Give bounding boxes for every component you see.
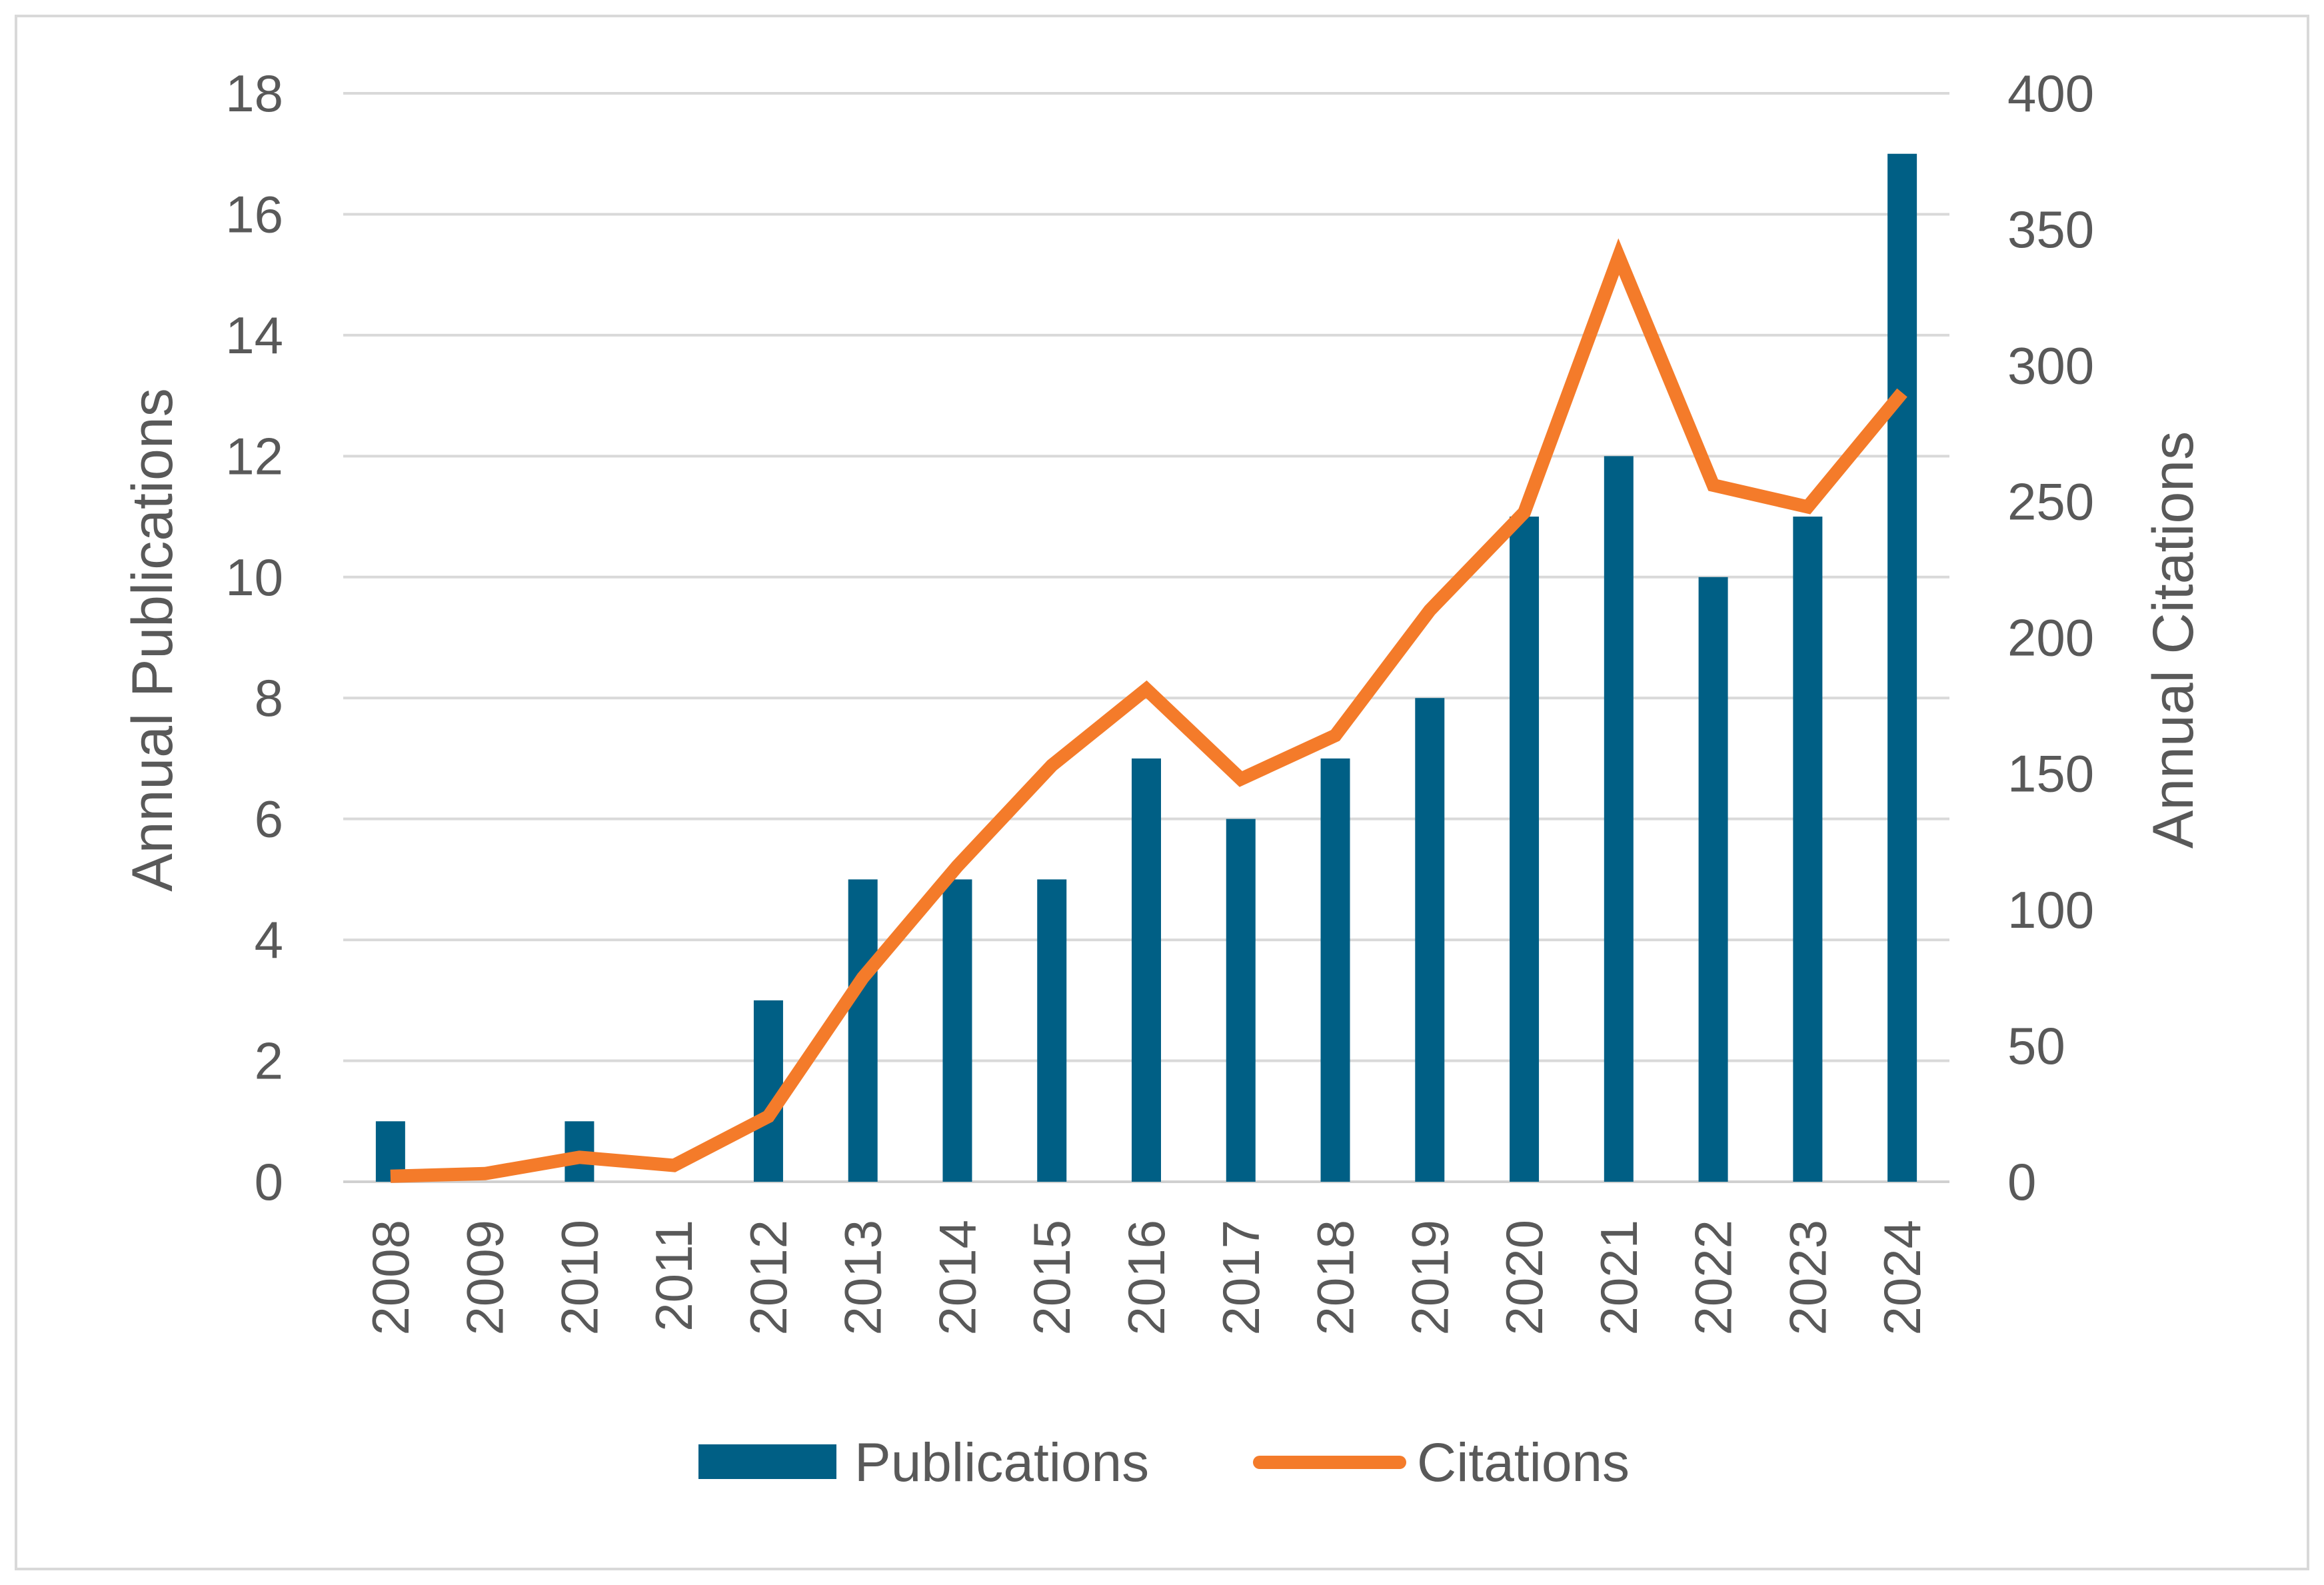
left-tick-label: 0 xyxy=(255,1152,283,1211)
right-y-axis: 0 50 100 150 200 250 300 350 400 xyxy=(2007,64,2094,1211)
bar-2023 xyxy=(1793,517,1823,1182)
x-tick-label: 2015 xyxy=(1022,1220,1081,1336)
x-tick-label: 2023 xyxy=(1778,1220,1837,1336)
left-tick-label: 12 xyxy=(225,427,283,485)
right-tick-label: 50 xyxy=(2007,1016,2065,1075)
left-tick-label: 16 xyxy=(225,185,283,243)
right-tick-label: 250 xyxy=(2007,472,2094,531)
bar-2021 xyxy=(1604,456,1634,1182)
x-tick-label: 2016 xyxy=(1117,1220,1176,1336)
x-tick-label: 2010 xyxy=(550,1220,608,1336)
right-tick-label: 100 xyxy=(2007,880,2094,939)
x-tick-label: 2017 xyxy=(1212,1220,1270,1336)
chart-frame xyxy=(15,15,2309,1570)
left-y-axis: 0 2 4 6 8 10 12 14 16 18 xyxy=(225,64,283,1211)
x-tick-label: 2012 xyxy=(739,1220,798,1336)
left-tick-label: 18 xyxy=(225,64,283,123)
x-tick-label: 2013 xyxy=(834,1220,892,1336)
bar-2022 xyxy=(1698,577,1728,1182)
bar-2016 xyxy=(1132,758,1161,1182)
left-tick-label: 14 xyxy=(225,306,283,365)
bar-2013 xyxy=(848,879,878,1182)
x-tick-label: 2018 xyxy=(1306,1220,1365,1336)
bar-2014 xyxy=(942,879,972,1182)
left-tick-label: 2 xyxy=(255,1032,283,1090)
legend-publications-swatch xyxy=(698,1444,836,1479)
left-axis-title: Annual Publications xyxy=(121,388,185,891)
bar-2018 xyxy=(1320,758,1350,1182)
x-tick-label: 2022 xyxy=(1684,1220,1743,1336)
left-tick-label: 4 xyxy=(255,910,283,969)
x-tick-label: 2014 xyxy=(928,1220,987,1336)
x-tick-label: 2011 xyxy=(644,1220,703,1332)
right-tick-label: 150 xyxy=(2007,745,2094,803)
right-tick-label: 200 xyxy=(2007,609,2094,667)
left-tick-label: 6 xyxy=(255,790,283,848)
x-tick-label: 2021 xyxy=(1590,1220,1648,1336)
x-tick-label: 2020 xyxy=(1495,1220,1554,1336)
bar-2015 xyxy=(1037,879,1067,1182)
right-tick-label: 350 xyxy=(2007,200,2094,259)
gridlines xyxy=(343,92,1949,1183)
bar-2020 xyxy=(1510,517,1540,1182)
x-tick-label: 2009 xyxy=(456,1220,515,1336)
legend-publications-label: Publications xyxy=(854,1432,1149,1493)
right-axis-title: Annual Citations xyxy=(2141,431,2205,848)
citations-line-group xyxy=(390,238,1907,1183)
x-tick-label: 2019 xyxy=(1400,1220,1459,1336)
legend-citations-label: Citations xyxy=(1417,1432,1630,1493)
x-axis: 2008 2009 2010 2011 2012 2013 2014 2015 2016 2017… xyxy=(361,1220,1931,1336)
publications-bars xyxy=(375,153,1917,1182)
right-tick-label: 400 xyxy=(2007,64,2094,123)
bar-2019 xyxy=(1415,698,1445,1182)
x-tick-label: 2008 xyxy=(361,1220,420,1336)
right-tick-label: 0 xyxy=(2007,1152,2036,1211)
left-tick-label: 10 xyxy=(225,548,283,607)
legend: Publications Citations xyxy=(698,1432,1630,1493)
bar-2017 xyxy=(1226,818,1256,1182)
x-tick-label: 2024 xyxy=(1873,1220,1931,1336)
bar-2024 xyxy=(1887,153,1917,1182)
left-tick-label: 8 xyxy=(255,669,283,727)
right-tick-label: 300 xyxy=(2007,336,2094,395)
